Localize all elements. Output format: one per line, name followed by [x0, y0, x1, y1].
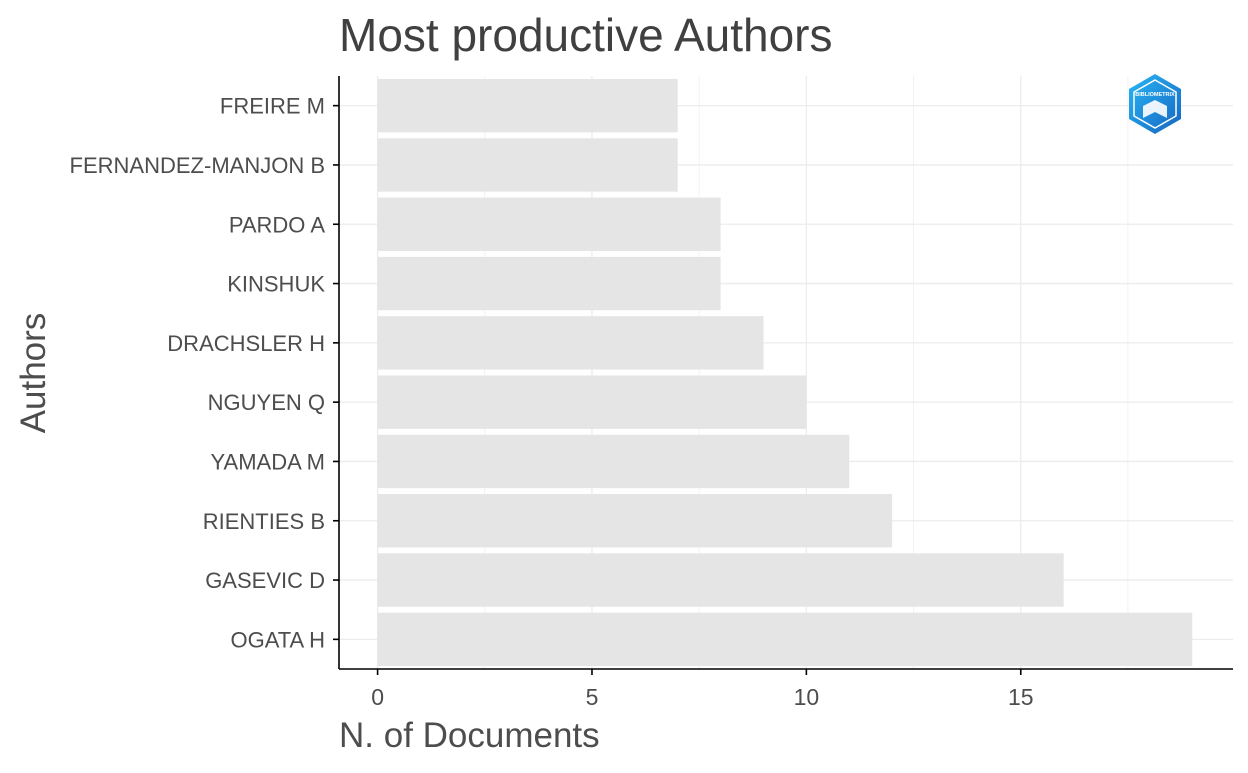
logo-text: BIBLIOMETRIX [1135, 92, 1175, 98]
axes [338, 76, 1233, 670]
x-tick-labels: 0 5 10 15 [371, 669, 1034, 710]
x-tick-label: 5 [586, 684, 599, 710]
bar-freire-m [377, 78, 678, 133]
y-tick-label: PARDO A [229, 212, 326, 237]
bar-ogata-h [377, 612, 1193, 667]
bibliometrix-logo: BIBLIOMETRIX [1129, 74, 1181, 134]
bar-gasevic-d [377, 553, 1064, 607]
bar-nguyen-q [377, 375, 807, 429]
y-tick-label: GASEVIC D [205, 568, 325, 593]
y-tick-labels: FREIRE M FERNANDEZ-MANJON B PARDO A KINSHUK… [70, 94, 339, 652]
bar-drachsler-h [377, 316, 764, 370]
y-tick-label: FREIRE M [220, 94, 325, 119]
y-tick-label: FERNANDEZ-MANJON B [70, 153, 325, 178]
bar-pardo-a [377, 197, 721, 251]
x-axis-title: N. of Documents [339, 716, 600, 755]
x-tick-label: 10 [794, 684, 820, 710]
logo-book-icon [1143, 100, 1167, 118]
bar-yamada-m [377, 434, 850, 489]
y-tick-label: DRACHSLER H [167, 331, 325, 356]
y-tick-label: KINSHUK [227, 272, 325, 297]
bar-rienties-b [377, 494, 893, 548]
y-tick-label: RIENTIES B [203, 509, 325, 534]
y-tick-label: NGUYEN Q [208, 390, 325, 415]
logo-hexagon-inner [1133, 79, 1177, 129]
bars [377, 78, 1193, 667]
y-tick-label: OGATA H [230, 627, 325, 652]
x-tick-label: 0 [371, 684, 384, 710]
x-tick-label: 15 [1008, 684, 1034, 710]
bar-kinshuk [377, 256, 721, 311]
bar-fernandez-manjon-b [377, 138, 678, 192]
y-axis-title: Authors [14, 313, 53, 434]
y-tick-label: YAMADA M [210, 449, 325, 474]
chart-title: Most productive Authors [339, 9, 832, 61]
